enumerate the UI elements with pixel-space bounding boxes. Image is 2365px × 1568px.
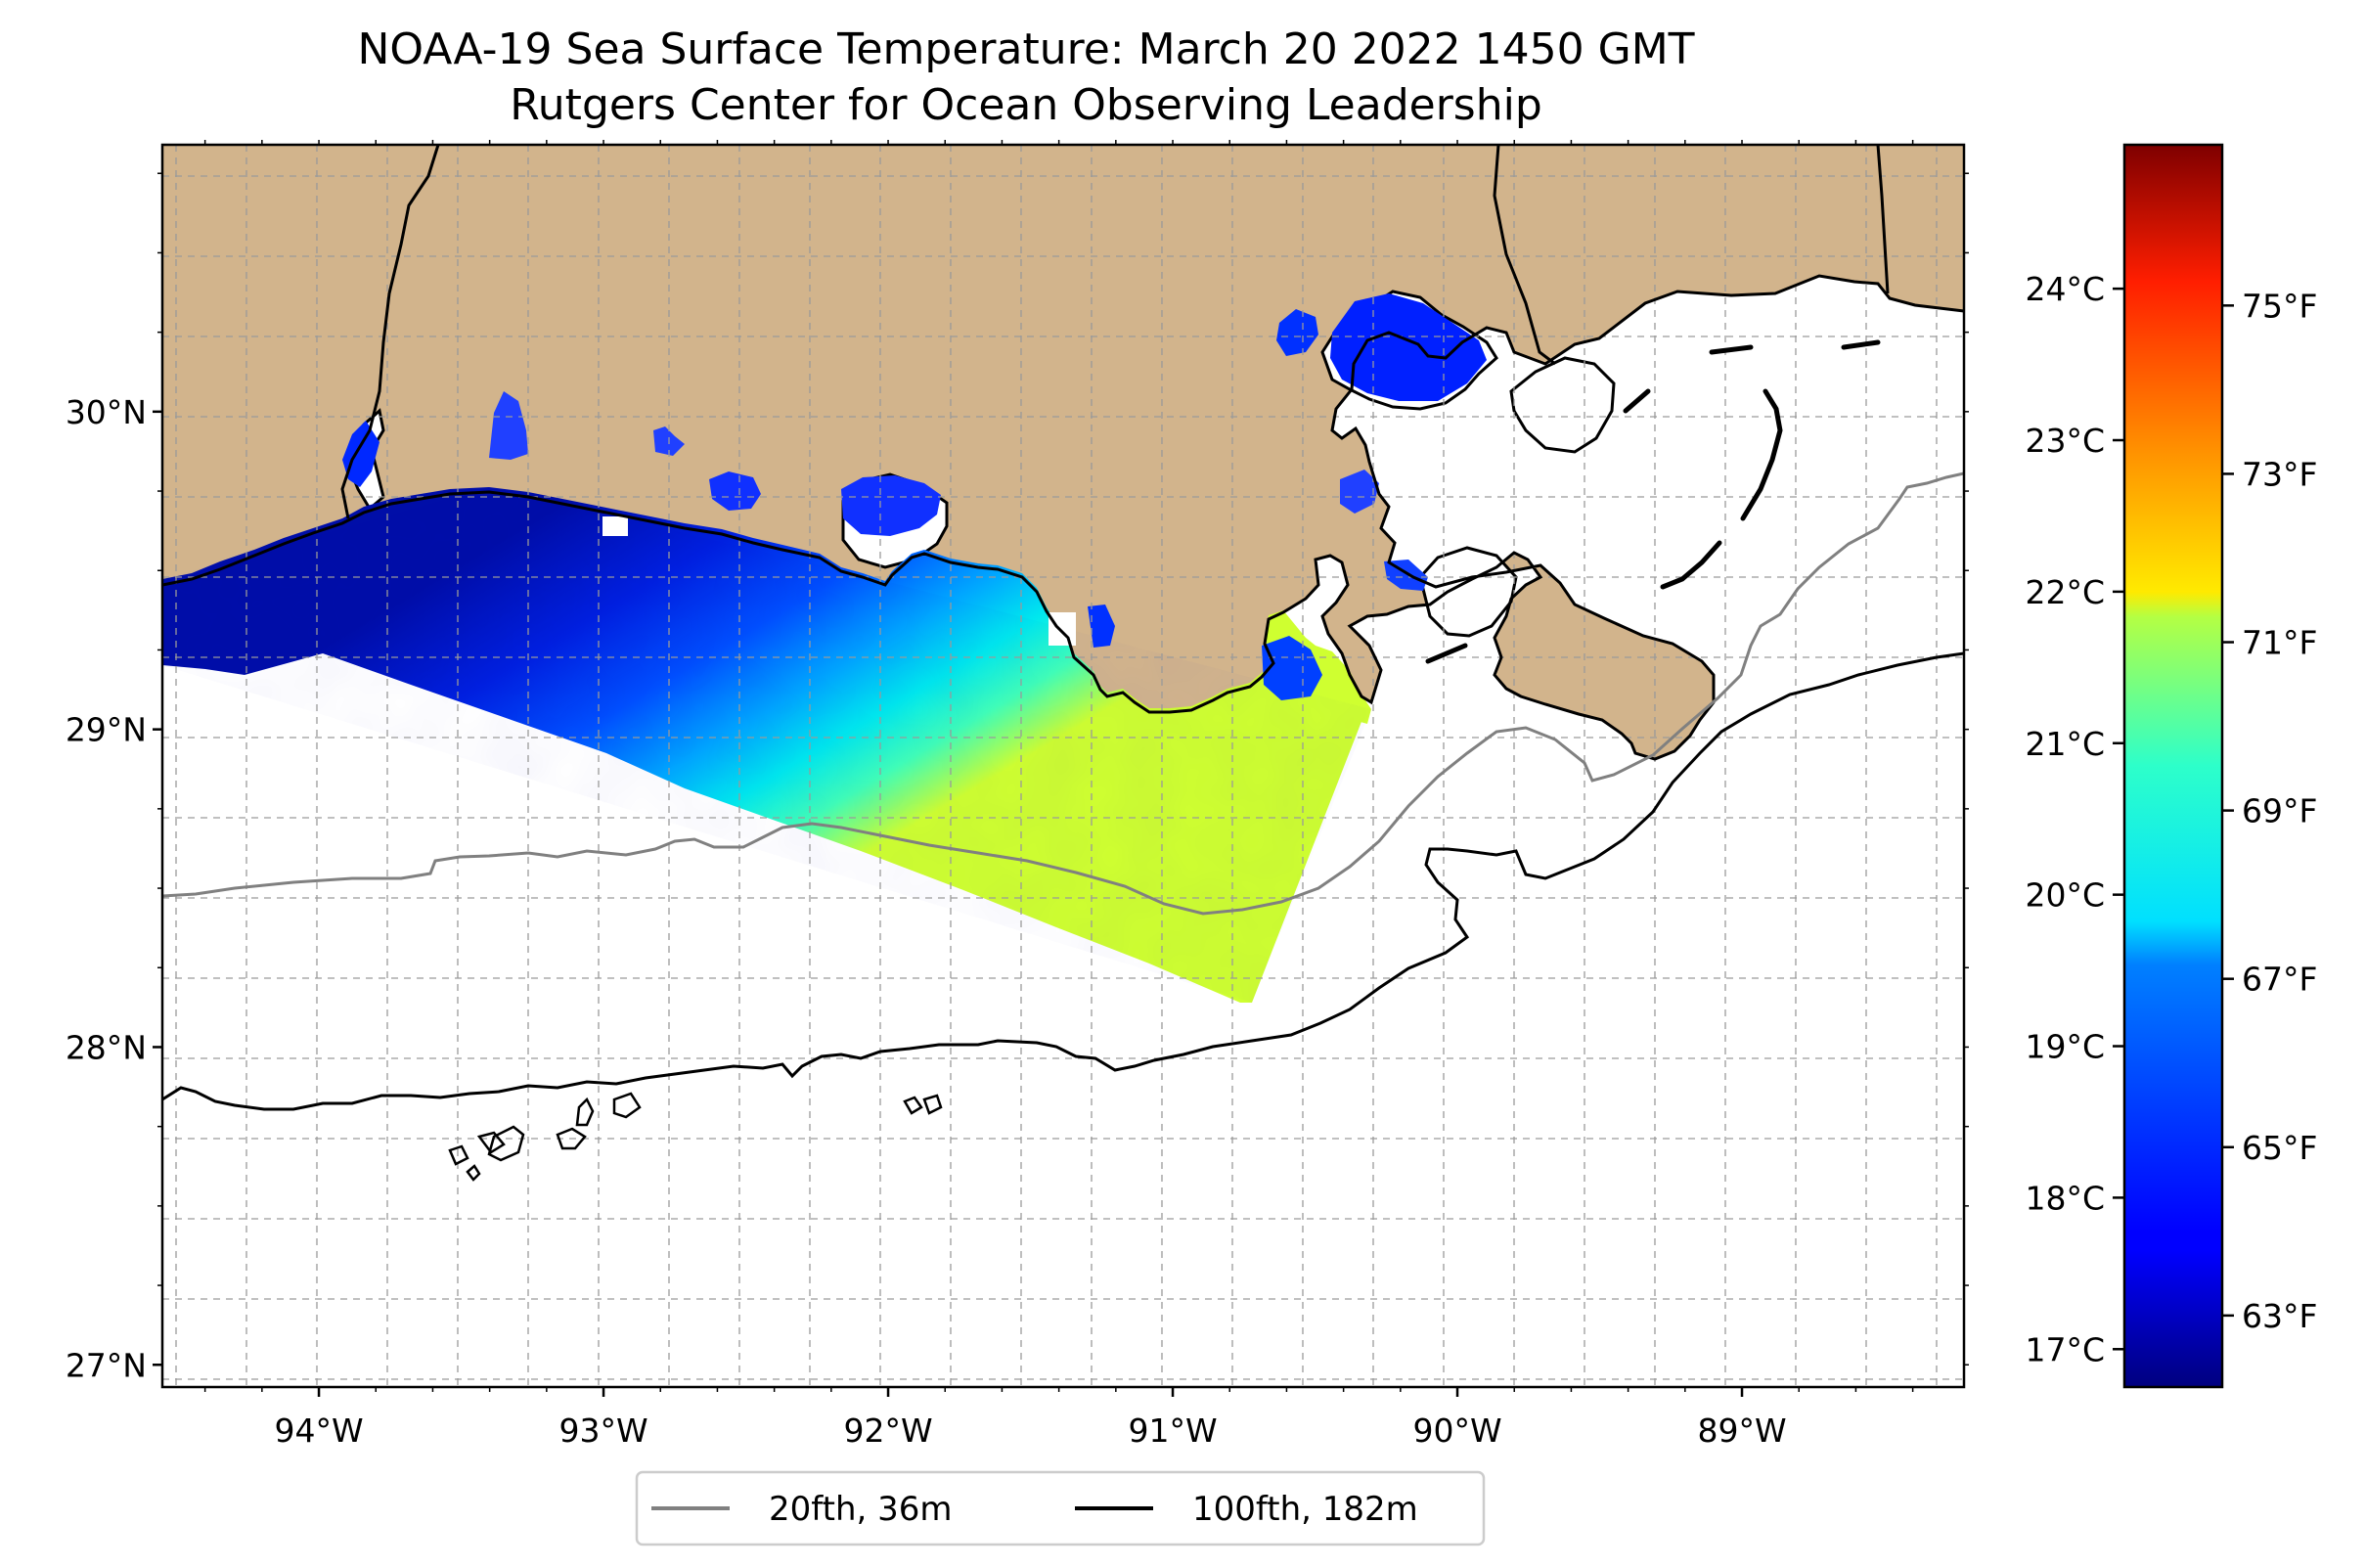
mississippi-delta-bay [1509,356,1616,454]
state-border [1876,145,1890,294]
lat-tick-label: 27°N [66,1346,147,1384]
sabine-river [340,145,440,519]
pearl-river [1493,145,1556,366]
celsius-tick-label: 18°C [2025,1179,2105,1217]
lon-tick-label: 90°W [1412,1411,1501,1450]
fahrenheit-tick-label: 67°F [2242,961,2317,999]
chart-subtitle: Rutgers Center for Ocean Observing Leade… [510,80,1542,130]
celsius-tick-label: 22°C [2025,573,2105,611]
graticule [162,145,1964,1387]
fahrenheit-tick-label: 75°F [2242,287,2317,325]
fahrenheit-tick-label: 71°F [2242,624,2317,662]
latitude-labels: 27°N 28°N 29°N 30°N [66,393,147,1384]
colorbar-celsius-ticks: 17°C 18°C 19°C 20°C 21°C 22°C 23°C 24°C [2025,270,2124,1368]
celsius-tick-label: 24°C [2025,270,2105,308]
fahrenheit-tick-label: 69°F [2242,792,2317,830]
lon-tick-label: 93°W [558,1411,647,1450]
map-tick-marks [153,140,1969,1397]
colorbar [2122,143,2224,1389]
celsius-tick-label: 21°C [2025,725,2105,763]
fahrenheit-tick-label: 65°F [2242,1129,2317,1167]
legend-label-20fth: 20fth, 36m [769,1490,953,1529]
seamount-contours [448,1092,943,1182]
map-panel [162,145,1964,1387]
celsius-tick-label: 17°C [2025,1330,2105,1368]
chart-title: NOAA-19 Sea Surface Temperature: March 2… [357,24,1694,74]
inland-sst-patches [342,293,1487,700]
swath-gap [602,516,628,536]
lat-tick-label: 28°N [66,1028,147,1066]
isobath-20fth [162,471,1964,916]
lat-tick-label: 29°N [66,711,147,749]
celsius-tick-label: 20°C [2025,876,2105,915]
colorbar-fahrenheit-ticks: 63°F 65°F 67°F 69°F 71°F 73°F 75°F [2222,287,2317,1335]
fahrenheit-tick-label: 63°F [2242,1297,2317,1335]
coastline [162,274,1964,761]
legend: 20fth, 36m 100fth, 182m [635,1470,1486,1546]
legend-box [635,1470,1486,1546]
isobath-100fth [162,651,1964,1111]
legend-label-100fth: 100fth, 182m [1192,1490,1418,1529]
lon-tick-label: 92°W [843,1411,932,1450]
map-frame [160,143,1966,1389]
lon-tick-label: 89°W [1697,1411,1786,1450]
barrier-islands [1425,339,1881,664]
lat-tick-label: 30°N [66,393,147,431]
lon-tick-label: 94°W [274,1411,363,1450]
celsius-tick-label: 23°C [2025,422,2105,460]
fahrenheit-tick-label: 73°F [2242,455,2317,493]
celsius-tick-label: 19°C [2025,1028,2105,1066]
swath-gap [1049,612,1076,646]
lon-tick-label: 91°W [1128,1411,1217,1450]
sst-swath [162,487,1371,1003]
longitude-labels: 94°W 93°W 92°W 91°W 90°W 89°W [274,1411,1786,1450]
